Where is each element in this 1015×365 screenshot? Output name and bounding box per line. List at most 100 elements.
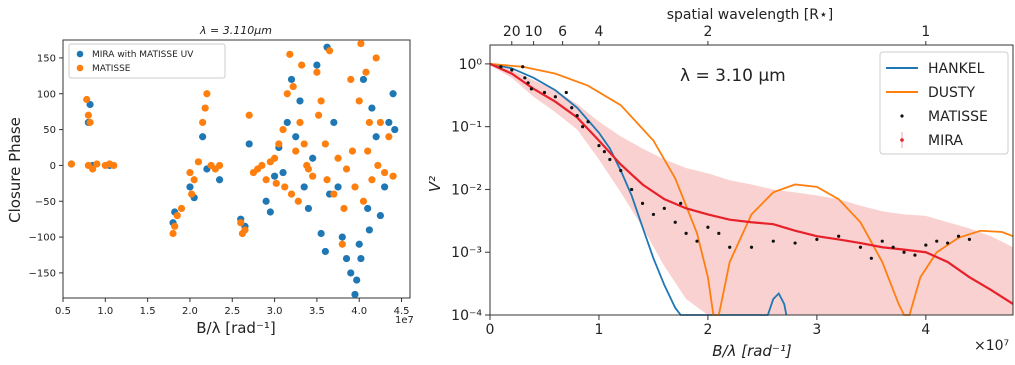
right-top-tick-label: 10: [525, 24, 543, 40]
left-data-point: [372, 54, 380, 62]
left-data-point: [201, 104, 209, 112]
left-data-point: [347, 269, 355, 277]
right-annotation: λ = 3.10 μm: [680, 66, 786, 86]
left-data-point: [364, 204, 372, 213]
left-data-point: [325, 47, 334, 55]
left-x-tick-label: 2.5: [224, 306, 240, 317]
left-x-tick-label: 4.5: [394, 306, 410, 317]
left-data-point: [270, 172, 279, 180]
left-x-tick-label: 0.5: [55, 306, 71, 317]
right-top-tick-label: 2: [703, 24, 712, 40]
left-y-tick-label: −100: [29, 233, 56, 244]
left-data-point: [334, 154, 342, 162]
matisse-data-point: [706, 225, 710, 229]
left-x-tick-label: 1.5: [140, 306, 156, 317]
left-x-tick-label: 3.0: [267, 306, 283, 317]
left-data-point: [309, 172, 317, 180]
left-data-point: [330, 118, 338, 127]
closure-phase-chart: λ = 3.110μm 0.5 1.0 1.5 2.0 2.5 3.0 3.5 4.0 4.5 …: [6, 24, 414, 337]
left-data-point: [186, 183, 194, 191]
left-data-point: [365, 226, 373, 234]
left-data-point: [389, 172, 397, 180]
right-top-tick-label: 1: [921, 24, 930, 40]
matisse-data-point: [935, 239, 939, 243]
left-data-point: [270, 154, 279, 162]
left-data-point: [292, 147, 300, 155]
matisse-data-point: [924, 243, 928, 247]
left-data-point: [351, 290, 359, 299]
matisse-data-point: [837, 234, 841, 238]
left-data-point: [355, 97, 363, 105]
left-x-tick-label: 2.0: [182, 306, 198, 317]
left-data-point: [330, 190, 338, 198]
left-data-point: [300, 140, 308, 148]
matisse-data-point: [602, 150, 607, 154]
matisse-data-point: [581, 125, 585, 129]
left-data-point: [389, 90, 397, 98]
left-data-point: [245, 111, 253, 119]
left-data-point: [169, 229, 177, 238]
left-data-point: [313, 61, 321, 69]
left-data-point: [376, 211, 384, 220]
left-x-tick-label: 3.5: [309, 306, 325, 317]
matisse-data-point: [586, 120, 590, 124]
matisse-data-point: [858, 245, 863, 249]
matisse-data-point: [967, 237, 972, 242]
matisse-data-point: [575, 114, 579, 118]
left-data-point: [173, 211, 181, 220]
left-data-point: [110, 161, 118, 170]
left-data-point: [313, 68, 321, 76]
matisse-data-point: [956, 234, 961, 238]
matisse-data-point: [510, 68, 514, 72]
series-line-dusty: [489, 63, 1014, 316]
right-x-tick-label: 4: [921, 322, 930, 338]
matisse-data-point: [793, 241, 797, 245]
left-y-tick-label: −150: [29, 268, 56, 279]
matisse-data-point: [815, 237, 819, 242]
left-data-point: [287, 75, 296, 84]
left-data-point: [177, 204, 186, 213]
left-data-point: [300, 183, 308, 191]
right-y-tick-label: 10⁰: [459, 57, 483, 73]
left-data-point: [275, 140, 283, 148]
left-data-point: [279, 168, 287, 177]
left-data-point: [304, 165, 313, 173]
left-x-tick-label: 1.0: [97, 306, 113, 317]
series-line-hankel: [489, 63, 788, 316]
legend-marker-matisse: [76, 64, 84, 72]
left-data-point: [317, 229, 325, 238]
left-data-point: [289, 82, 297, 91]
left-data-point: [338, 233, 346, 241]
legend-label-matisse: MATISSE: [92, 64, 131, 74]
left-data-point: [385, 118, 393, 127]
matisse-data-point: [564, 90, 568, 95]
matisse-data-point: [880, 239, 884, 243]
left-data-point: [391, 125, 399, 134]
left-data-point: [171, 222, 179, 230]
right-x-tick-label: 3: [812, 322, 821, 338]
left-data-point: [314, 111, 323, 119]
matisse-data-point: [523, 76, 527, 80]
legend-label-matisse-v2: MATISSE: [928, 109, 988, 125]
matisse-data-point: [695, 239, 699, 243]
right-top-tick-label: 20: [503, 24, 521, 40]
right-x-tick-label: 0: [486, 322, 495, 338]
left-data-point: [368, 176, 376, 184]
legend-label-mira-uv: MIRA with MATISSE UV: [92, 50, 194, 60]
left-data-point: [83, 95, 91, 104]
left-x-scale-label: 1e7: [395, 315, 414, 326]
right-x-axis-label: B/λ [rad⁻¹]: [712, 342, 792, 360]
matisse-data-point: [902, 250, 906, 254]
left-data-point: [338, 240, 346, 248]
left-data-point: [351, 183, 359, 191]
left-data-point: [287, 190, 296, 198]
matisse-data-point: [553, 95, 557, 99]
matisse-data-point: [684, 231, 688, 235]
left-data-point: [355, 240, 363, 248]
matisse-data-point: [570, 106, 574, 110]
matisse-data-point: [869, 256, 873, 260]
left-data-point: [372, 133, 380, 141]
left-data-point: [342, 254, 351, 263]
left-data-point: [279, 125, 287, 134]
